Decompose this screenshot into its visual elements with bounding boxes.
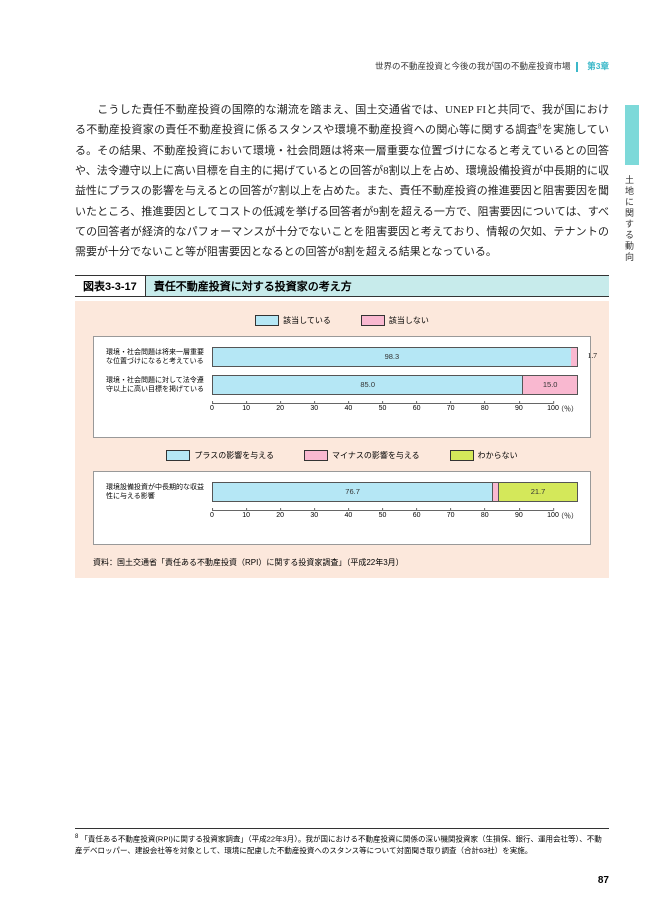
axis-tick: 50 (379, 508, 387, 519)
legend-1: 該当している 該当しない (93, 315, 591, 326)
axis-tick: 40 (344, 508, 352, 519)
legend-label: プラスの影響を与える (194, 450, 274, 461)
bar-value: 1.7 (588, 351, 597, 360)
axis-tick: 60 (413, 508, 421, 519)
running-header: 世界の不動産投資と今後の我が国の不動産投資市場 第3章 (375, 60, 609, 72)
legend-swatch (166, 450, 190, 461)
legend-item: 該当しない (361, 315, 429, 326)
bar-segment (571, 348, 577, 366)
axis-tick: 20 (276, 508, 284, 519)
legend-label: 該当しない (389, 315, 429, 326)
header-text: 世界の不動産投資と今後の我が国の不動産投資市場 (375, 61, 571, 71)
axis-tick: 70 (447, 401, 455, 412)
axis-tick: 70 (447, 508, 455, 519)
legend-item: 該当している (255, 315, 331, 326)
axis-tick: 30 (310, 401, 318, 412)
chart-container: 該当している 該当しない 環境・社会問題は将来一層重要な位置づけになると考えている… (75, 301, 609, 578)
body-paragraph: こうした責任不動産投資の国際的な潮流を踏まえ、国土交通省では、UNEP FIと共… (75, 100, 609, 263)
axis-unit: （％） (557, 403, 578, 417)
paragraph-text: こうした責任不動産投資の国際的な潮流を踏まえ、国土交通省では、UNEP FIと共… (75, 100, 609, 263)
legend-item: わからない (450, 450, 518, 461)
legend-2: プラスの影響を与える マイナスの影響を与える わからない (93, 450, 591, 461)
bar-track: 98.31.7 (212, 347, 578, 367)
footnote: 8 「責任ある不動産投資(RPI)に関する投資家調査」（平成22年3月）。我が国… (75, 828, 609, 856)
source-note: 資料：国土交通省「責任ある不動産投資（RPI）に関する投資家調査」（平成22年3… (93, 557, 591, 568)
footnote-number: 8 (75, 834, 78, 840)
side-section-label: 土地に関する動向 (623, 175, 636, 263)
legend-label: 該当している (283, 315, 331, 326)
bar-label: 環境・社会問題は将来一層重要な位置づけになると考えている (106, 348, 212, 366)
figure-block: 図表3-3-17 責任不動産投資に対する投資家の考え方 該当している 該当しない … (75, 275, 609, 578)
page: 世界の不動産投資と今後の我が国の不動産投資市場 第3章 土地に関する動向 こうし… (0, 0, 669, 916)
axis-tick: 60 (413, 401, 421, 412)
bar-segment: 21.7 (498, 483, 577, 501)
axis-unit: （％） (557, 510, 578, 524)
axis-tick: 50 (379, 401, 387, 412)
axis-tick: 100 (547, 508, 559, 519)
axis-tick: 80 (481, 401, 489, 412)
bar-segment: 98.3 (213, 348, 571, 366)
bar-row: 環境・社会問題に対して法令遵守以上に高い目標を掲げている85.015.0 (106, 375, 578, 395)
bar-segment: 85.0 (213, 376, 522, 394)
bar-track: 85.015.0 (212, 375, 578, 395)
legend-swatch (450, 450, 474, 461)
chart-2: 環境設備投資が中長期的な収益性に与える影響76.7 21.7 0 10 20 30 40 50… (93, 471, 591, 545)
bar-segment: 15.0 (522, 376, 577, 394)
axis-tick: 30 (310, 508, 318, 519)
axis-tick: 0 (210, 401, 214, 412)
axis-tick: 0 (210, 508, 214, 519)
legend-item: マイナスの影響を与える (304, 450, 420, 461)
header-chapter: 第3章 (587, 61, 609, 71)
axis-tick: 40 (344, 401, 352, 412)
bar-row: 環境設備投資が中長期的な収益性に与える影響76.7 21.7 (106, 482, 578, 502)
legend-swatch (304, 450, 328, 461)
axis-tick: 10 (242, 401, 250, 412)
axis-tick: 10 (242, 508, 250, 519)
bar-label: 環境・社会問題に対して法令遵守以上に高い目標を掲げている (106, 376, 212, 394)
axis-tick: 90 (515, 508, 523, 519)
bar-segment: 76.7 (213, 483, 492, 501)
bar-row: 環境・社会問題は将来一層重要な位置づけになると考えている98.31.7 (106, 347, 578, 367)
axis-tick: 100 (547, 401, 559, 412)
header-divider (576, 62, 578, 72)
figure-header: 図表3-3-17 責任不動産投資に対する投資家の考え方 (75, 275, 609, 297)
figure-number: 図表3-3-17 (75, 276, 146, 296)
side-tab (625, 105, 639, 165)
axis-tick: 80 (481, 508, 489, 519)
legend-label: わからない (478, 450, 518, 461)
bar-label: 環境設備投資が中長期的な収益性に与える影響 (106, 483, 212, 501)
legend-item: プラスの影響を与える (166, 450, 274, 461)
legend-swatch (255, 315, 279, 326)
legend-swatch (361, 315, 385, 326)
axis-tick: 20 (276, 401, 284, 412)
chart-1: 環境・社会問題は将来一層重要な位置づけになると考えている98.31.7環境・社会… (93, 336, 591, 438)
bar-track: 76.7 21.7 (212, 482, 578, 502)
axis-tick: 90 (515, 401, 523, 412)
axis: 0 10 20 30 40 50 60 70 80 90 100（％） (212, 510, 578, 524)
figure-title: 責任不動産投資に対する投資家の考え方 (146, 276, 609, 296)
page-number: 87 (598, 875, 609, 886)
axis: 0 10 20 30 40 50 60 70 80 90 100（％） (212, 403, 578, 417)
footnote-text: 「責任ある不動産投資(RPI)に関する投資家調査」（平成22年3月）。我が国にお… (75, 835, 602, 855)
legend-label: マイナスの影響を与える (332, 450, 420, 461)
